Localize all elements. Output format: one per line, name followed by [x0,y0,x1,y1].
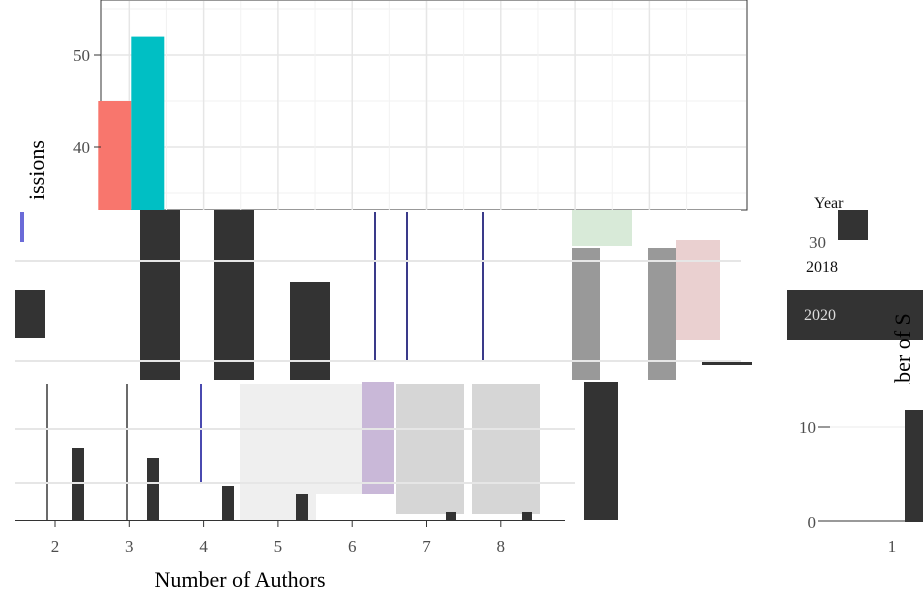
legend-title: Year [814,195,844,212]
right-x-tick-1: 1 [888,537,897,556]
main-plot-panel [100,0,748,211]
main-x-tick-label: 7 [422,537,431,556]
glitch-band-bottom [15,382,618,521]
glitch-grey-2 [648,248,676,380]
glitch-small-bar-6 [446,512,456,520]
main-bar-series-1 [131,36,165,210]
glitch-line-c [482,212,484,362]
glitch-grey-1 [572,248,600,380]
main-x-tick-label: 6 [348,537,357,556]
glitch-small-bar-7 [522,512,532,520]
main-gridlines [102,1,746,210]
glitch-small-bar-3 [222,486,234,520]
right-chart: Year 2018 2020 mber of S 30 10 0 1 [787,195,923,556]
glitch-dark-strip [702,362,752,365]
glitch-stripes-green [572,210,632,246]
main-x-ticks: 2 3 4 5 6 7 8 [51,521,505,556]
glitch-bar-4 [15,290,45,338]
glitch-band-top-bg [15,210,741,382]
right-bar [905,410,923,522]
right-y-tick-30: 30 [809,233,826,252]
glitch-panel-grey-1 [396,384,464,514]
main-x-tick-label: 2 [51,537,60,556]
main-bars [98,36,165,210]
main-x-tick-label: 3 [125,537,134,556]
right-legend-key-1 [838,210,868,240]
glitch-band-top [15,210,752,382]
legend-entry-2018: 2018 [806,259,838,276]
glitch-bar-1 [140,210,180,380]
glitch-small-bar-4 [296,494,308,520]
main-x-tick-label: 4 [199,537,208,556]
glitch-hline-3 [15,428,575,430]
glitch-small-bar-2 [147,458,159,520]
glitch-panel-grey-2 [472,384,540,514]
main-bar-series-0 [98,101,132,210]
glitch-line-b [406,212,408,362]
main-x-tick-label: 5 [274,537,283,556]
glitch-hline-1 [15,260,741,262]
glitch-hline-4 [15,482,575,484]
glitch-line-d [374,212,376,362]
glitch-hline-2 [15,360,741,362]
main-x-axis-title: Number of Authors [154,567,325,592]
glitch-vline-2 [126,384,128,520]
right-y-tick-0: 0 [808,513,817,532]
main-y-ticks: 40 50 [73,46,101,157]
glitch-line-a [20,212,24,242]
glitch-vline-1 [46,384,48,520]
main-chart: 40 50 issions [24,0,748,211]
legend-entry-2020: 2020 [804,307,836,324]
main-y-tick-label: 40 [73,138,90,157]
main-y-axis-title: issions [24,140,49,200]
glitch-vline-3 [200,384,202,484]
main-y-tick-label: 50 [73,46,90,65]
glitch-stripes-red [676,240,720,340]
glitch-bar-3 [290,282,330,380]
main-baseline [15,520,565,521]
glitch-bar-2 [214,210,254,380]
right-legend-strip-dark [787,290,923,340]
main-x-tick-label: 8 [497,537,506,556]
glitch-white-patch [316,494,396,520]
right-y-tick-10: 10 [799,418,816,437]
glitch-dark-block [584,382,618,520]
